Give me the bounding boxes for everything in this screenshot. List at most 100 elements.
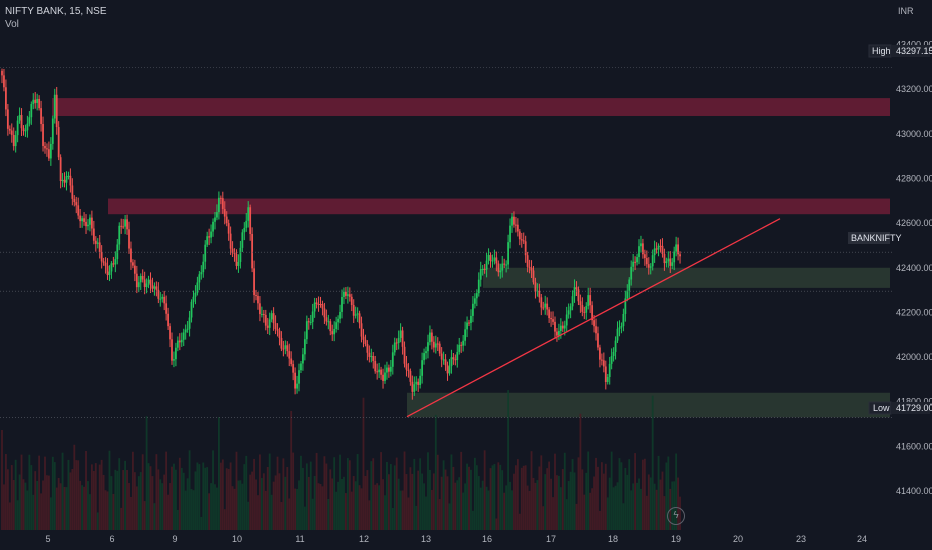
candle-body [518,231,521,240]
candle-body [429,332,431,343]
volume-bar [147,463,150,530]
candle-body [640,243,642,247]
volume-bar [94,463,97,530]
candle-body [608,363,611,377]
candle-body [339,311,341,319]
volume-label[interactable]: Vol [5,19,19,30]
candle-body [313,302,316,312]
candle-body [327,321,330,323]
volume-bar [163,474,166,530]
candle-body [636,257,638,263]
candle-body [110,263,113,272]
volume-bar [323,456,326,530]
candle-body [26,123,29,131]
volume-bar [477,476,480,530]
volume-bar [59,483,62,530]
volume-bar [327,498,330,530]
symbol-title[interactable]: NIFTY BANK, 15, NSE [5,6,107,17]
volume-bar [126,470,128,530]
volume-bar [343,476,345,530]
candle-body [413,384,416,392]
volume-bar [425,496,427,530]
volume-bar [143,501,146,530]
y-tick-label: 43200.00 [896,84,932,94]
candle-body [602,360,605,367]
y-tick-label: 42800.00 [896,173,932,183]
volume-bar [128,483,130,530]
volume-bar [302,467,304,530]
volume-bar [614,485,617,530]
volume-bar [319,484,322,530]
candle-body [655,248,658,250]
y-tick-label: 41400.00 [896,486,932,496]
volume-bar [573,472,576,530]
candle-body [524,241,527,256]
price-axis[interactable]: 43400.00 43200.00 43000.00 42800.00 42600.00… [896,40,932,496]
volume-bar [587,451,590,530]
volume-bar [282,458,285,530]
volume-bar [300,455,302,530]
candle-body [229,233,232,249]
candle-body [425,351,427,354]
volume-bar [370,461,373,530]
volume-bar [346,458,349,530]
volume-bar [354,481,357,530]
candle-body [374,360,377,372]
candle-body [36,98,39,103]
candle-body [675,244,678,252]
volume-bar [571,459,574,530]
volume-bar [600,462,603,530]
volume-bar [389,464,392,530]
lightning-icon[interactable]: ϟ [667,507,685,525]
volume-bar [630,490,633,530]
candle-body [526,255,529,267]
volume-bar [24,482,27,530]
candle-body [75,202,78,206]
candle-body [614,340,617,352]
low-badge: Low 41729.00 [868,401,932,415]
volume-bar [511,490,513,530]
volume-bar [200,516,203,530]
candle-body [6,109,9,129]
volume-bar [515,465,517,530]
candle-body [114,259,117,265]
candle-body [149,279,152,286]
volume-bar [272,481,275,530]
candle-body [554,321,556,332]
volume-bar [229,462,232,530]
zones-layer [52,98,890,418]
time-axis[interactable]: 5 6 9 10 11 12 13 16 17 18 19 20 23 24 [45,534,867,544]
volume-bar [184,490,187,530]
volume-bar [636,482,638,530]
volume-bar [505,485,508,530]
candle-body [145,283,148,288]
volume-bar [624,467,627,530]
candle-body [489,255,492,261]
volume-bar [49,497,52,530]
candle-body [133,265,136,274]
volume-bar [159,479,162,530]
candle-body [245,220,248,228]
volume-bar [616,482,619,530]
volume-bar [528,490,531,530]
candle-body [1,70,3,76]
candle-body [24,130,27,132]
x-tick-label: 11 [295,534,304,544]
high-badge: High 43297.15 [868,44,932,58]
candle-body [10,130,13,135]
candle-body [169,326,171,340]
candle-body [669,258,672,266]
volume-bar [526,485,529,530]
candle-body [595,326,597,334]
candle-body [122,226,125,228]
volume-bar [583,494,586,530]
candle-body [176,340,179,348]
candle-body [464,329,467,341]
volume-bar [395,457,398,530]
volume-bar [55,487,58,530]
y-tick-label: 42000.00 [896,352,932,362]
volume-bar [473,457,476,530]
candle-body [399,330,402,338]
volume-bar [188,450,191,530]
